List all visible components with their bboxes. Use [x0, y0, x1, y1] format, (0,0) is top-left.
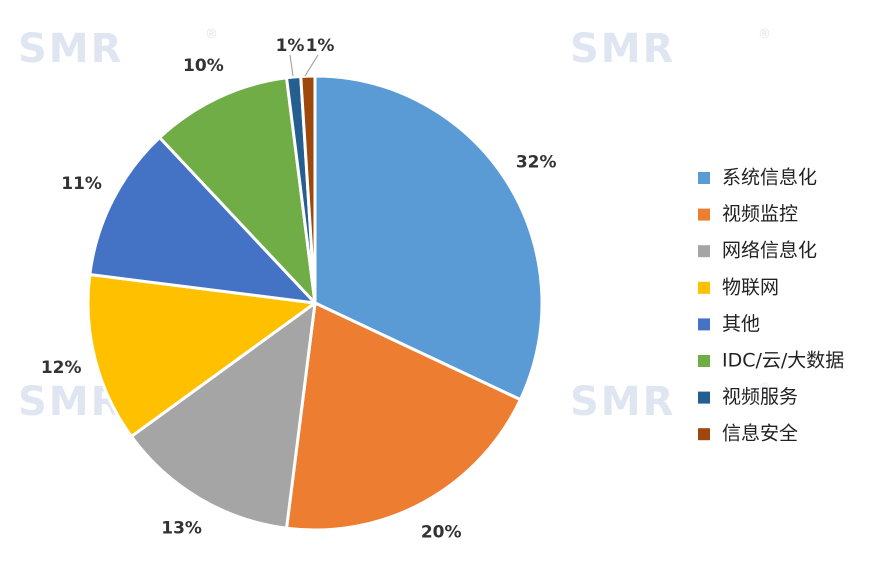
legend-label: 视频监控 [722, 203, 798, 225]
pie-label-5: 11% [61, 174, 102, 194]
pie-slice-5 [88, 136, 317, 305]
pie-slice-4 [86, 273, 317, 438]
legend-item-3: 网络信息化 [698, 240, 817, 262]
legend-swatch [698, 208, 710, 221]
legend-swatch [698, 428, 710, 441]
legend-label: 其他 [722, 313, 760, 335]
legend-swatch [698, 391, 710, 404]
pie-data-labels: 32% 20% 13% 12% 11% 10% 1% 1% [41, 36, 557, 543]
legend-item-7: 视频服务 [698, 386, 798, 408]
watermark-registered-mark: ® [758, 27, 771, 42]
pie-label-6: 10% [183, 56, 224, 76]
legend-item-2: 视频监控 [698, 203, 798, 225]
pie-slice-6 [158, 76, 317, 305]
pie-slice-1 [313, 74, 544, 402]
pie-label-8: 1% [306, 36, 335, 56]
watermark-text: SMR [570, 26, 675, 72]
pie-slice-2 [285, 301, 522, 532]
leader-line-8 [304, 54, 319, 77]
legend-swatch [698, 245, 710, 258]
legend-item-5: 其他 [698, 313, 760, 335]
pie-label-1: 32% [516, 153, 557, 173]
legend-swatch [698, 355, 710, 367]
legend-label: 物联网 [722, 276, 779, 298]
legend-item-8: 信息安全 [698, 423, 798, 445]
watermark-top-right: SMR ® [570, 26, 771, 72]
legend-item-6: IDC/云/大数据 [698, 350, 844, 372]
legend-label: IDC/云/大数据 [722, 350, 844, 372]
pie-label-2: 20% [421, 523, 462, 543]
legend-label: 网络信息化 [722, 240, 817, 262]
pie-slice-8 [299, 74, 317, 305]
pie-label-3: 13% [161, 519, 202, 539]
legend-swatch [698, 281, 710, 294]
pie-label-7: 1% [276, 36, 305, 56]
legend-label: 信息安全 [722, 423, 798, 445]
legend-swatch [698, 318, 710, 331]
legend-label: 系统信息化 [722, 167, 817, 189]
legend-swatch [698, 172, 710, 184]
watermark-text: SMR [570, 379, 675, 425]
watermark-bottom-right: SMR ® [570, 379, 771, 425]
watermark-text: SMR [18, 26, 123, 72]
pie-slice-3 [129, 301, 317, 530]
legend-item-1: 系统信息化 [698, 167, 817, 189]
pie-slices [86, 74, 544, 532]
legend-label: 视频服务 [722, 386, 798, 408]
pie-label-4: 12% [41, 358, 82, 378]
watermark-registered-mark: ® [205, 27, 218, 42]
watermark-top-left: SMR ® [18, 26, 218, 72]
watermark-registered-mark: ® [758, 381, 771, 396]
legend-item-4: 物联网 [698, 276, 779, 298]
leader-line-7 [289, 54, 294, 77]
